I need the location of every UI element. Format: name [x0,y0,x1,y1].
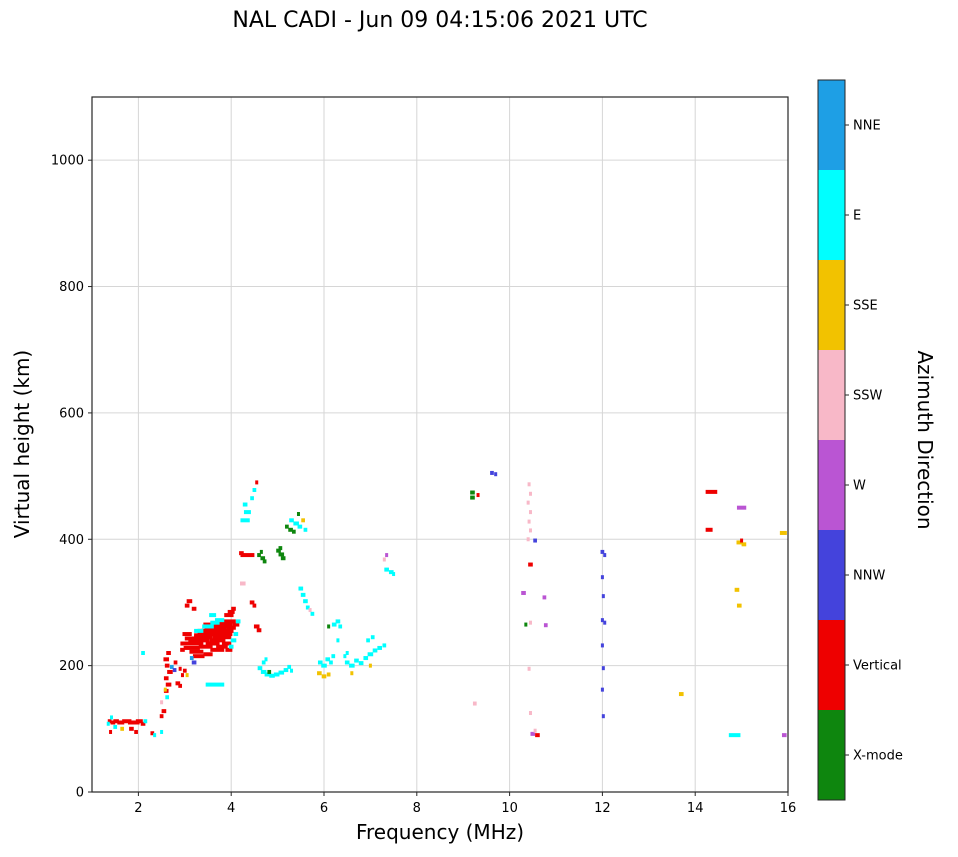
svg-text:E: E [853,209,861,224]
svg-text:NNE: NNE [853,119,881,134]
svg-text:SSE: SSE [853,299,878,314]
y-axis-label: Virtual height (km) [10,349,34,539]
svg-text:400: 400 [59,533,84,548]
chart-title: NAL CADI - Jun 09 04:15:06 2021 UTC [232,8,648,33]
svg-text:8: 8 [413,801,421,816]
x-axis-label: Frequency (MHz) [355,820,525,844]
svg-text:16: 16 [780,801,797,816]
svg-text:1000: 1000 [51,154,84,169]
svg-text:W: W [853,479,866,494]
svg-text:4: 4 [227,801,235,816]
svg-text:2: 2 [134,801,142,816]
svg-text:800: 800 [59,280,84,295]
svg-text:SSW: SSW [853,389,883,404]
colorbar-title: Azimuth Direction [913,350,937,530]
svg-text:14: 14 [687,801,704,816]
svg-text:10: 10 [501,801,518,816]
svg-text:0: 0 [76,786,84,801]
svg-text:600: 600 [59,406,84,421]
svg-text:NNW: NNW [853,569,885,584]
svg-text:Vertical: Vertical [853,659,902,674]
svg-text:X-mode: X-mode [853,749,903,764]
svg-text:6: 6 [320,801,328,816]
svg-text:12: 12 [594,801,611,816]
svg-text:200: 200 [59,659,84,674]
